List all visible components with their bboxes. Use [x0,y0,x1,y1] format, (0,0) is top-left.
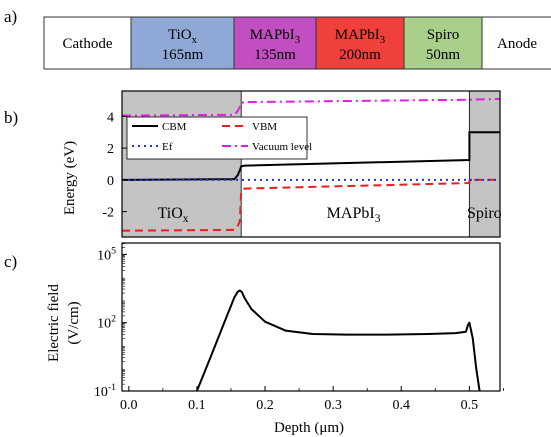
legend-entry-4: Vacuum level [252,141,312,153]
series-cbm [121,131,500,181]
energy-axes: -2 0 2 4 [102,90,501,238]
layer-name-4: MAPbI3 [335,27,385,46]
legend-entry-2: VBM [252,121,277,133]
layer-thickness-5: 50nm [426,47,461,63]
energy-plot-frame [121,90,501,238]
electric-field-chart: 0.0 0.1 0.2 0.3 0.4 0.5 10-1 102 105 Electric fi… [46,242,504,436]
series-vacuum-level [121,97,501,117]
region-labels: TiOx MAPbI3 Spiro [158,205,502,225]
depth-tick-label-4: 0.3 [324,398,342,413]
layer-1 [43,16,132,70]
depth-tick-label-5: 0.4 [392,398,410,413]
legend-entry-1: CBM [162,121,187,133]
region-label-2: MAPbI3 [327,205,381,225]
layer-name-3: MAPbI3 [250,27,300,46]
layer-thickness-4: 200nm [339,47,381,63]
layer-thickness-2: 165nm [162,47,204,63]
legend: CBM VBM Ef Vacuum level [126,116,312,160]
region-label-3: Spiro [467,205,502,222]
field-series-line [195,289,481,392]
field-axis-unit: (V/cm) [66,301,82,344]
series-vbm [121,178,500,232]
device-stack: CathodeTiOx165nmMAPbI3135nmMAPbI3200nmSp… [43,16,551,70]
depth-tick-label-2: 0.1 [188,398,206,413]
energy-band-chart: CBM VBM Ef Vacuum level TiOx MAPbI3 Spiro -2 0… [62,90,502,238]
depth-tick-label-1: 0.0 [120,398,138,413]
legend-entry-3: Ef [162,141,173,153]
depth-tick-label-3: 0.2 [256,398,274,413]
field-tick-label-3: 105 [97,245,116,263]
panel-label-b: b) [4,108,18,127]
layer-thickness-3: 135nm [254,47,296,63]
panel-label-c: c) [4,252,17,271]
field-axis-title: Electric field [46,284,62,362]
band-series [121,97,501,232]
panel-label-a: a) [4,7,17,26]
layer-2 [130,16,235,70]
layer-name-1: Cathode [63,36,113,52]
layer-name-5: Spiro [427,27,460,43]
layer-5 [403,16,483,70]
layer-name-6: Anode [497,36,537,52]
layer-3 [233,16,317,70]
layer-4 [315,16,405,70]
energy-tick-label-2: 0 [107,174,114,189]
region-label-1: TiOx [158,205,189,225]
legend-box [126,116,308,160]
layer-name-2: TiOx [168,27,198,46]
depth-axis-title: Depth (μm) [274,420,344,436]
layer-6 [481,16,551,70]
field-axes: 0.0 0.1 0.2 0.3 0.4 0.5 10-1 102 105 [94,242,504,413]
field-series [195,289,481,392]
energy-axis-title: Energy (eV) [62,141,78,215]
shaded-region-2 [469,91,500,237]
field-plot-frame [121,242,501,392]
field-tick-label-1: 10-1 [94,382,116,400]
depth-tick-label-6: 0.5 [461,398,479,413]
energy-tick-label-1: -2 [102,206,114,221]
energy-tick-label-4: 4 [107,110,114,125]
energy-tick-label-3: 2 [107,142,114,157]
field-tick-label-2: 102 [97,314,116,332]
